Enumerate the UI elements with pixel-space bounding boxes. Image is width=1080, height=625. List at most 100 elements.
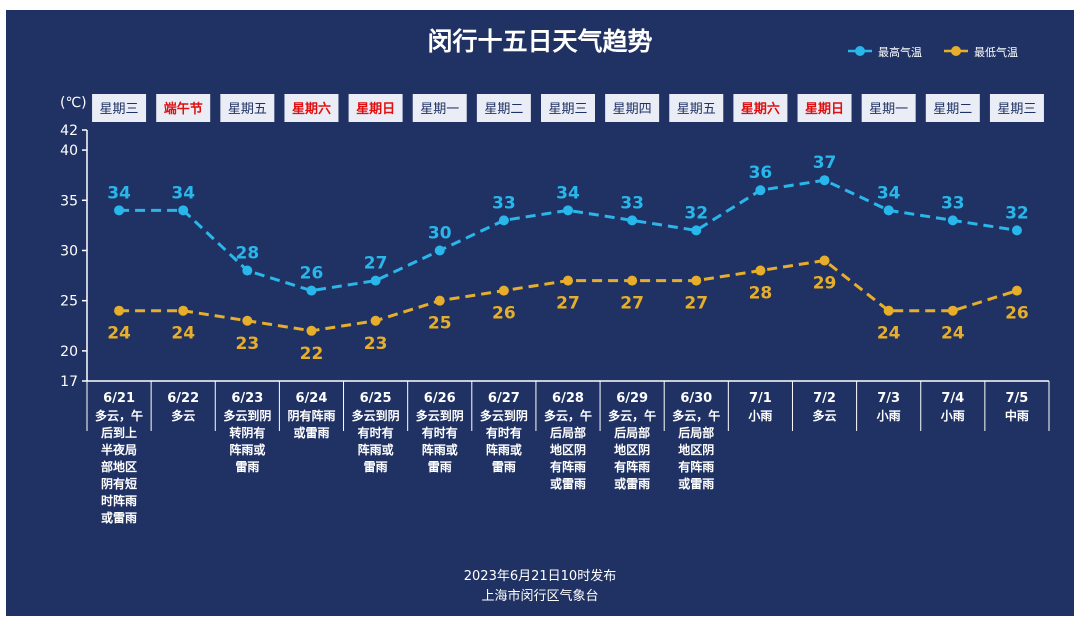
data-point: [370, 275, 381, 286]
data-point: [306, 285, 317, 296]
y-tick-label: 17: [60, 374, 78, 390]
series-lines: 34 34 28 26 27 30 33 34 33 32 36 37 34 33 32 24 24 23 22 23…: [107, 153, 1029, 364]
weather-label: 或雷雨: [678, 476, 714, 491]
data-label: 26: [1005, 304, 1029, 324]
data-label: 27: [364, 254, 388, 274]
data-point: [178, 305, 189, 316]
data-point: [242, 265, 253, 276]
weather-label: 阵雨或: [358, 442, 394, 457]
weekday-label: 星期二: [933, 102, 972, 117]
weather-label: 阵雨或: [486, 442, 522, 457]
data-label: 34: [877, 183, 901, 203]
data-label: 27: [556, 294, 580, 314]
date-label: 6/21: [103, 391, 135, 406]
weather-label: 多云，午: [608, 408, 656, 423]
data-point: [1011, 225, 1022, 236]
weather-label: 多云: [171, 408, 195, 423]
data-label: 25: [428, 314, 452, 334]
legend-label: 最高气温: [878, 45, 922, 59]
data-point: [691, 275, 702, 286]
y-tick-label: 20: [60, 344, 78, 360]
data-label: 27: [684, 294, 708, 314]
data-point: [178, 205, 189, 216]
weather-label: 后到上: [101, 425, 137, 440]
data-point: [370, 315, 381, 326]
data-point: [691, 225, 702, 236]
weekday-box: [156, 94, 211, 122]
data-label: 24: [877, 324, 901, 344]
data-label: 27: [620, 294, 644, 314]
data-point: [242, 315, 253, 326]
unit-label: (℃): [60, 95, 87, 111]
weekday-label: 星期日: [356, 102, 395, 117]
data-label: 36: [749, 163, 773, 183]
data-label: 34: [107, 183, 131, 203]
weather-label: 雷雨: [428, 460, 452, 474]
data-point: [434, 295, 445, 306]
data-label: 26: [492, 304, 516, 324]
data-label: 32: [1005, 203, 1029, 223]
date-label: 6/22: [167, 391, 199, 406]
weather-label: 或雷雨: [293, 425, 329, 440]
weekday-label: 星期一: [420, 102, 459, 117]
weekday-box: [797, 94, 852, 122]
data-label: 28: [749, 284, 773, 304]
date-label: 6/30: [680, 391, 712, 406]
weather-label: 转阴有: [229, 425, 265, 440]
data-point: [627, 215, 638, 226]
weekday-label: 星期四: [613, 102, 652, 117]
weather-label: 多云到阴: [480, 408, 528, 423]
data-point: [947, 215, 958, 226]
weather-label: 半夜局: [101, 442, 137, 457]
data-point: [819, 175, 830, 186]
data-point: [306, 325, 317, 336]
data-label: 24: [107, 324, 131, 344]
date-label: 6/27: [488, 391, 520, 406]
weekday-box: [541, 94, 595, 122]
weather-label: 多云，午: [672, 408, 720, 423]
data-point: [947, 305, 958, 316]
data-label: 26: [300, 264, 324, 284]
y-tick-label: 25: [60, 294, 78, 310]
date-label: 6/26: [424, 391, 456, 406]
footer-publish-time: 2023年6月21日10时发布: [464, 568, 616, 584]
weather-label: 地区阴: [550, 442, 586, 457]
data-point: [755, 185, 766, 196]
y-tick-label: 40: [60, 143, 78, 159]
y-tick-label: 42: [60, 123, 78, 139]
weather-label: 后局部: [550, 425, 586, 440]
data-point: [627, 275, 638, 286]
data-point: [819, 255, 830, 266]
data-label: 24: [171, 324, 195, 344]
data-point: [563, 205, 573, 216]
date-label: 7/5: [1006, 391, 1029, 406]
weather-label: 或雷雨: [550, 476, 586, 491]
weather-label: 雷雨: [235, 460, 259, 474]
data-label: 34: [171, 183, 195, 203]
weather-label: 多云到阴: [352, 408, 400, 423]
temperature-chart: 闵行十五日天气趋势 最高气温 最低气温 (℃) 星期三 端午节 星期五 星期六 星期日 星期…: [60, 27, 1050, 604]
weather-label: 后局部: [614, 425, 650, 440]
weekday-box: [989, 94, 1044, 122]
weather-label: 小雨: [877, 408, 901, 423]
data-point: [1011, 285, 1022, 296]
weekday-box: [925, 94, 980, 122]
data-label: 33: [941, 193, 965, 213]
chart-title: 闵行十五日天气趋势: [427, 27, 652, 56]
data-point: [883, 205, 894, 216]
y-tick-label: 35: [60, 193, 78, 209]
weekday-box: [733, 94, 788, 122]
weekday-box: [476, 94, 531, 122]
data-label: 34: [556, 183, 580, 203]
series-line-high: [119, 178, 1018, 293]
date-label: 6/24: [296, 391, 328, 406]
weather-label: 有阵雨: [550, 459, 586, 474]
weather-label: 后局部: [678, 425, 714, 440]
data-label: 30: [428, 223, 452, 243]
weather-label: 雷雨: [364, 460, 388, 474]
weather-label: 阵雨或: [422, 442, 458, 457]
date-label: 6/25: [360, 391, 392, 406]
date-label: 6/28: [552, 391, 584, 406]
weekday-label: 星期三: [548, 102, 587, 117]
weekday-label: 端午节: [164, 101, 203, 117]
